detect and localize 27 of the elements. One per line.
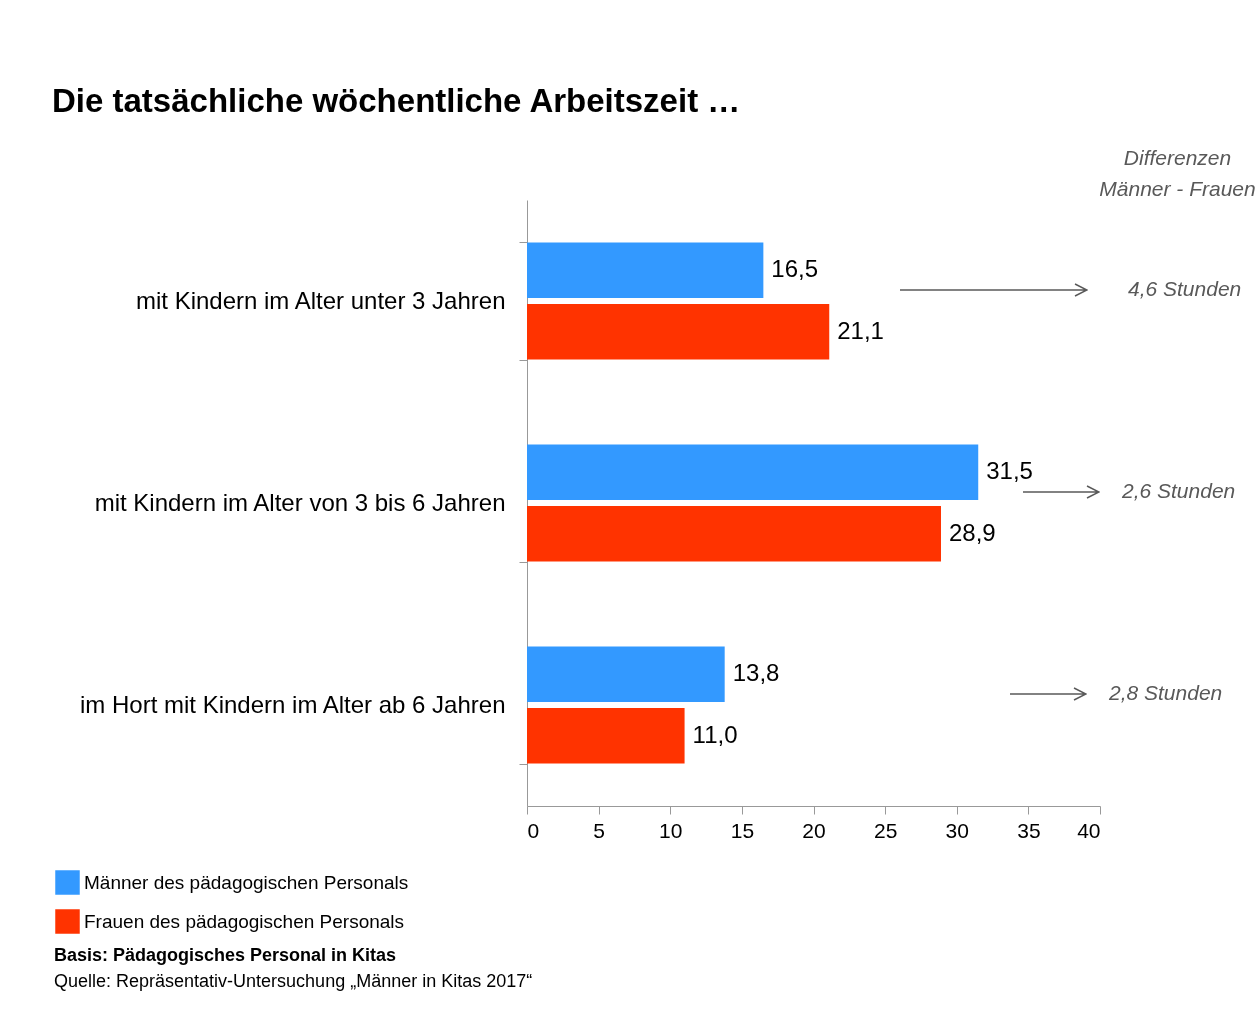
data-label: 11,0	[692, 720, 738, 748]
x-tick-label: 25	[873, 818, 898, 842]
y-tick-label: mit Kindern im Alter von 3 bis 6 Jahren	[94, 488, 506, 516]
data-label: 16,5	[771, 255, 819, 283]
text: Differenzen Männer - Frauen	[1098, 145, 1257, 202]
text: 4,6 Stunden	[1128, 277, 1242, 301]
x-tick-label: 15	[730, 818, 755, 842]
text: 2,8 Stunden	[1109, 681, 1223, 705]
data-label: 13,8	[732, 659, 780, 687]
x-tick-label: 35	[1017, 818, 1041, 842]
chart-title: Die tatsächliche wöchentliche Arbeitszeit …	[52, 82, 741, 120]
source-note: Quelle: Repräsentativ-Untersuchung „Männer in Kitas 2017“	[54, 971, 533, 992]
y-tick-label: mit Kindern im Alter unter 3 Jahren	[135, 286, 506, 314]
x-tick-label: 0	[527, 818, 540, 842]
y-tick-label: im Hort mit Kindern im Alter ab 6 Jahren	[80, 690, 506, 718]
data-label: 21,1	[837, 316, 884, 344]
data-label: 31,5	[986, 457, 1033, 485]
legend-label: Männer des pädagogischen Personals	[84, 871, 409, 893]
x-tick-label: 40	[1077, 818, 1101, 842]
data-label: 28,9	[948, 518, 996, 546]
legend-label: Frauen des pädagogischen Personals	[84, 910, 405, 932]
x-tick-label: 30	[945, 818, 969, 842]
x-tick-label: 20	[802, 818, 826, 842]
x-tick-label: 10	[659, 818, 683, 842]
text: 2,6 Stunden	[1122, 479, 1236, 503]
x-tick-label: 5	[593, 818, 605, 842]
text: Basis: Pädagogisches Personal in Kitas	[54, 945, 397, 966]
